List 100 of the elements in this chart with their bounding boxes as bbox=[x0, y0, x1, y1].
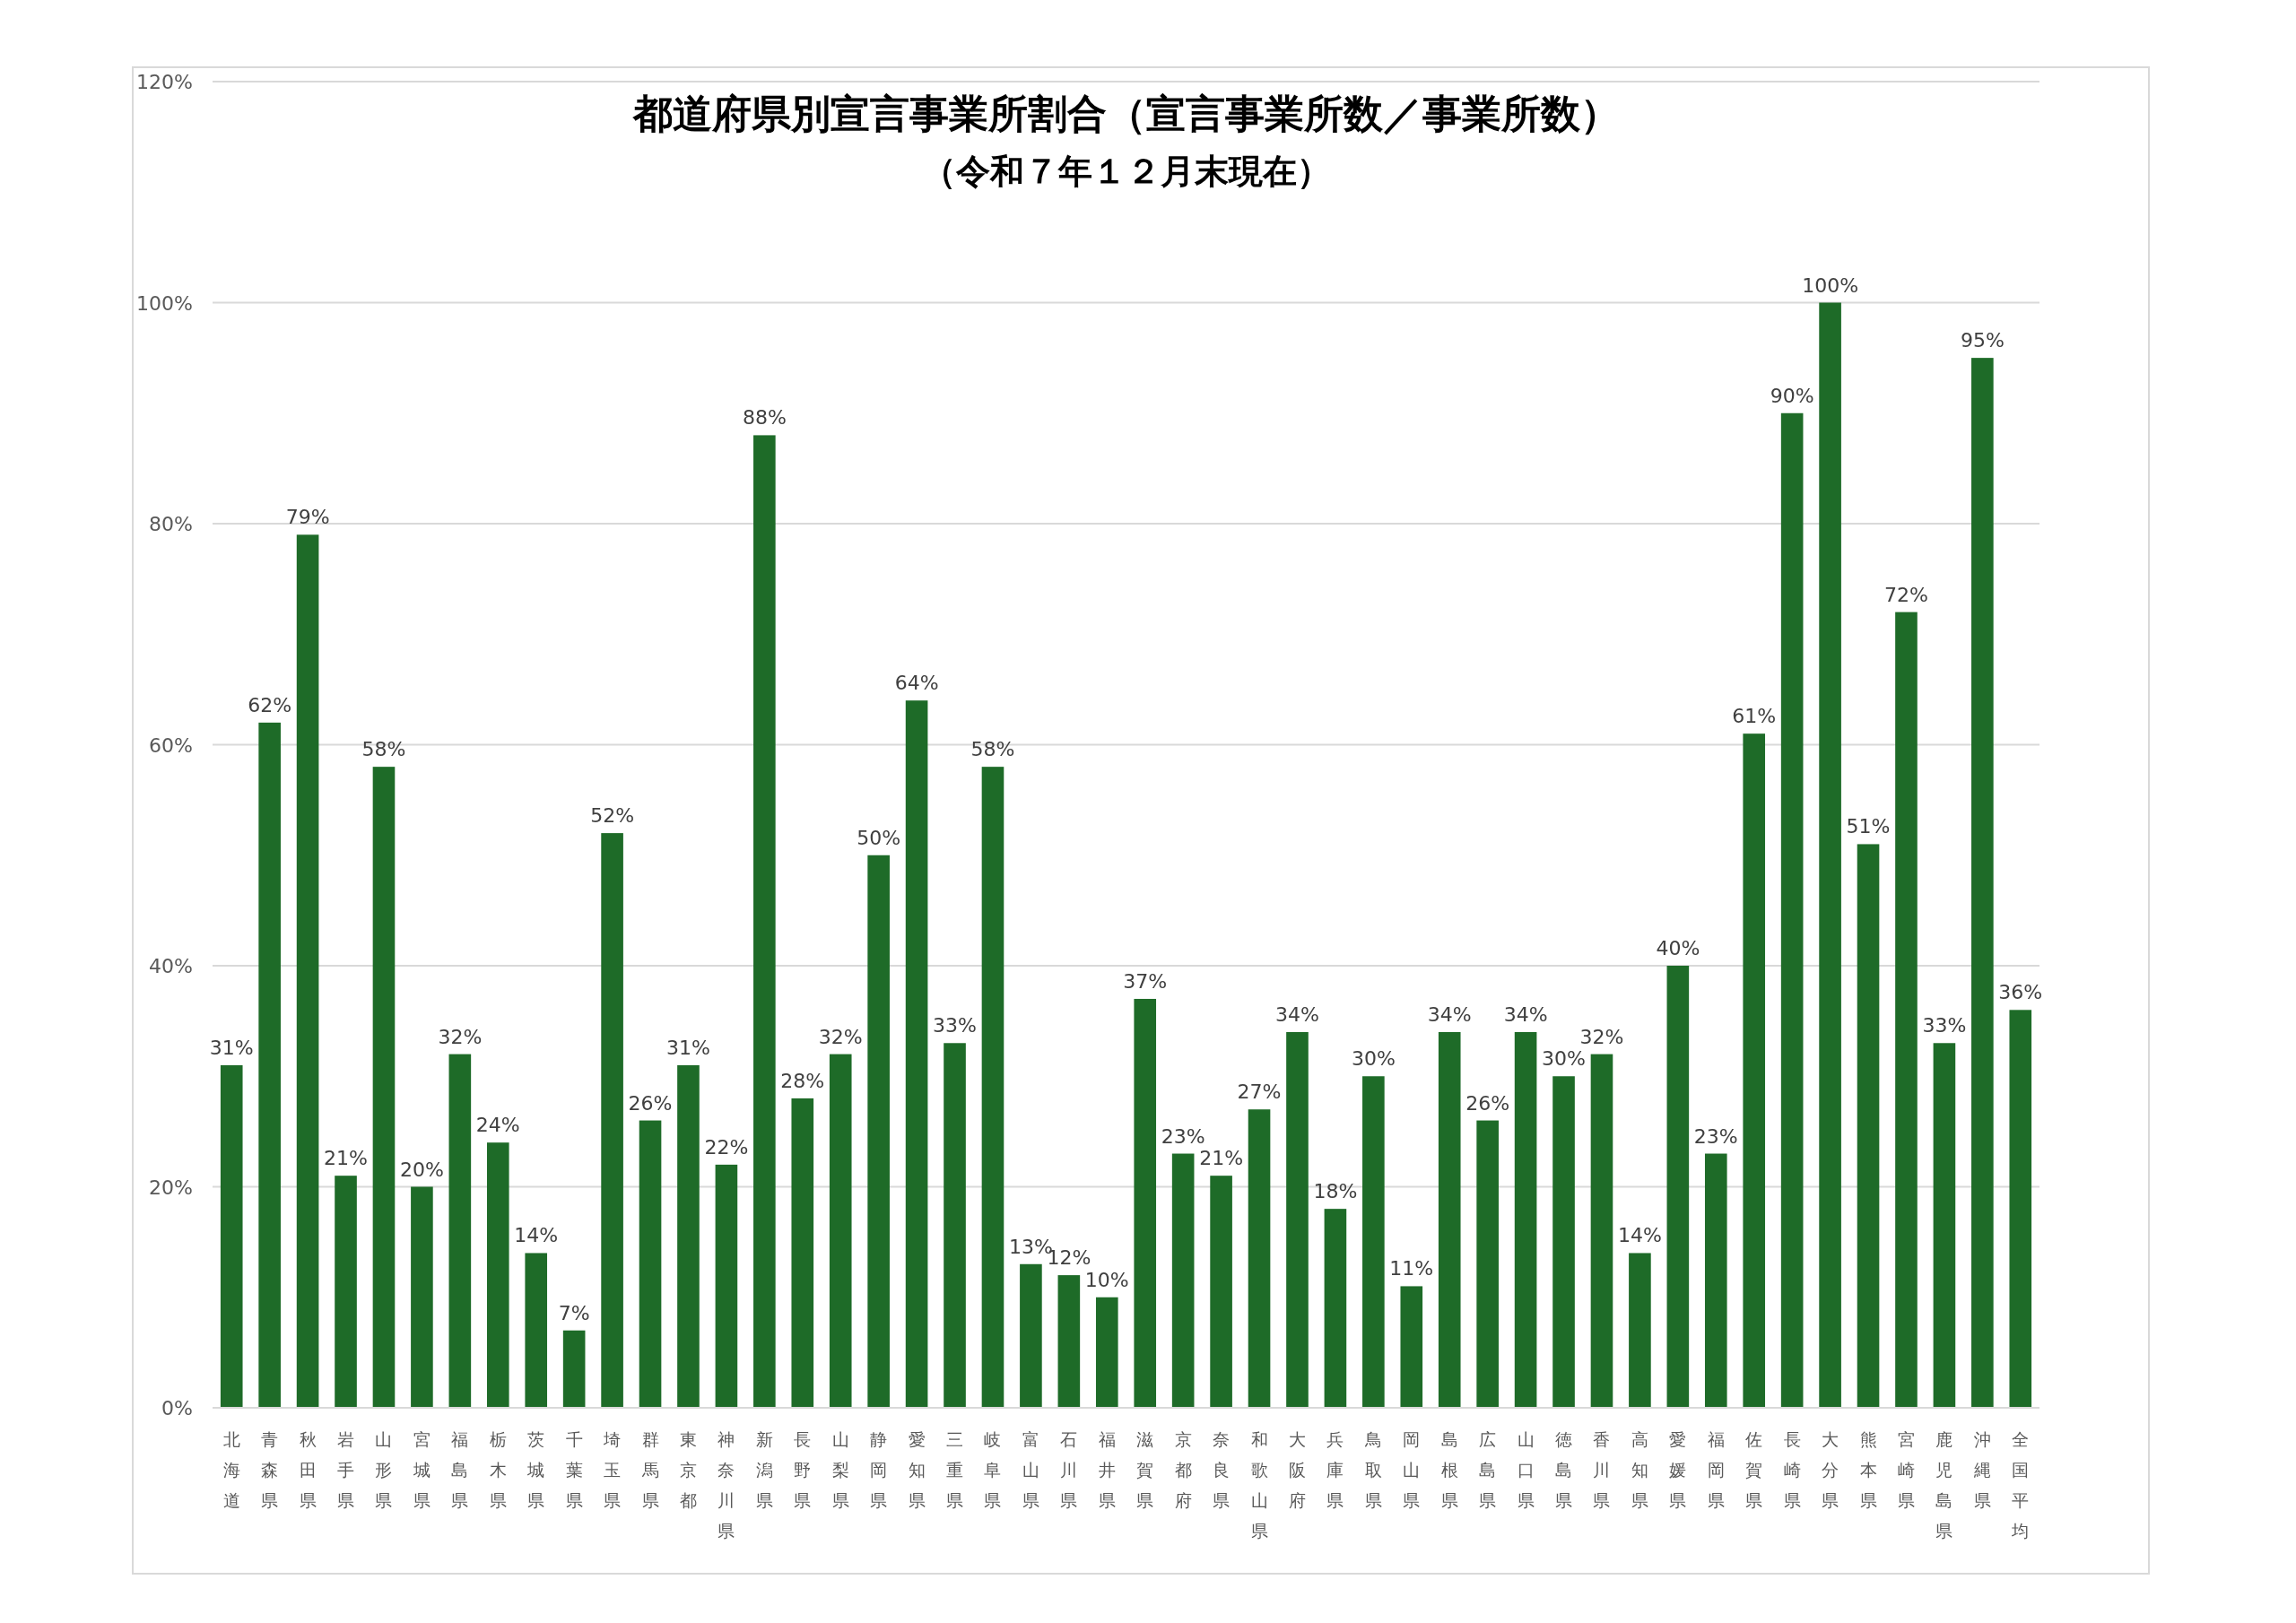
x-tick-label: 長野県 bbox=[794, 1429, 812, 1510]
bar bbox=[981, 767, 1004, 1408]
data-label: 33% bbox=[1922, 1014, 1967, 1037]
bar bbox=[220, 1064, 243, 1409]
bar bbox=[1210, 1176, 1232, 1409]
y-tick-label: 20% bbox=[149, 1176, 193, 1199]
x-tick-label: 静岡県 bbox=[870, 1429, 888, 1510]
data-label: 51% bbox=[1846, 815, 1891, 838]
data-label: 7% bbox=[558, 1301, 590, 1324]
bar bbox=[1171, 1153, 1195, 1409]
data-label: 21% bbox=[324, 1147, 368, 1170]
data-label: 23% bbox=[1161, 1124, 1205, 1148]
bar bbox=[486, 1142, 509, 1408]
y-tick-label: 120% bbox=[136, 71, 193, 93]
y-tick-label: 60% bbox=[149, 733, 193, 757]
bar bbox=[296, 534, 319, 1408]
data-label: 61% bbox=[1732, 705, 1777, 728]
data-label: 32% bbox=[818, 1025, 863, 1048]
chart-title: 都道府県別宣言事業所割合（宣言事業所数／事業所数） bbox=[631, 91, 1620, 136]
bar bbox=[1324, 1209, 1347, 1408]
data-label: 26% bbox=[1465, 1091, 1510, 1115]
data-label: 34% bbox=[1503, 1002, 1548, 1026]
bar bbox=[2009, 1010, 2032, 1408]
x-tick-label: 佐賀県 bbox=[1745, 1429, 1763, 1510]
data-label: 22% bbox=[704, 1135, 749, 1159]
bar bbox=[1476, 1120, 1499, 1408]
x-tick-label: 栃木県 bbox=[489, 1429, 507, 1510]
bar bbox=[1095, 1297, 1118, 1408]
data-label: 72% bbox=[1884, 583, 1928, 606]
data-label: 33% bbox=[933, 1014, 977, 1037]
y-tick-label: 100% bbox=[136, 291, 193, 315]
data-label: 32% bbox=[438, 1025, 483, 1048]
x-tick-label: 兵庫県 bbox=[1326, 1429, 1344, 1510]
text: （令和７年１２月末現在） bbox=[921, 152, 1331, 191]
y-tick-label: 80% bbox=[149, 513, 193, 535]
bar bbox=[1819, 302, 1841, 1408]
bar bbox=[335, 1176, 357, 1409]
data-label: 14% bbox=[514, 1224, 559, 1247]
bar bbox=[715, 1164, 738, 1408]
x-tick-label: 愛知県 bbox=[908, 1429, 926, 1510]
bar bbox=[562, 1330, 586, 1408]
x-tick-label: 青森県 bbox=[261, 1429, 279, 1510]
bar bbox=[1020, 1263, 1042, 1409]
x-tick-label: 滋賀県 bbox=[1136, 1429, 1154, 1510]
x-tick-label: 北海道 bbox=[222, 1429, 240, 1510]
bar bbox=[905, 700, 928, 1408]
x-tick-label: 福岡県 bbox=[1707, 1429, 1725, 1510]
bar bbox=[372, 767, 396, 1408]
x-tick-label: 宮城県 bbox=[412, 1429, 430, 1510]
data-label: 18% bbox=[1313, 1180, 1358, 1203]
data-label: 88% bbox=[742, 406, 787, 430]
bar bbox=[601, 833, 623, 1408]
x-tick-label: 愛媛県 bbox=[1669, 1429, 1687, 1510]
bar bbox=[1857, 844, 1880, 1408]
x-tick-label: 千葉県 bbox=[565, 1429, 583, 1510]
data-label: 58% bbox=[970, 738, 1015, 761]
bar bbox=[1895, 612, 1918, 1408]
x-tick-label: 広島県 bbox=[1479, 1429, 1497, 1510]
bar bbox=[1743, 733, 1766, 1408]
bar bbox=[448, 1054, 472, 1408]
bar bbox=[525, 1253, 548, 1408]
x-tick-label: 熊本県 bbox=[1859, 1429, 1877, 1510]
bar bbox=[1514, 1031, 1537, 1408]
x-tick-label: 埼玉県 bbox=[603, 1429, 622, 1510]
bar bbox=[1704, 1153, 1727, 1409]
data-label: 52% bbox=[590, 804, 635, 828]
data-label: 31% bbox=[666, 1036, 710, 1059]
bar bbox=[1780, 412, 1804, 1408]
data-label: 10% bbox=[1084, 1268, 1129, 1291]
bar bbox=[1134, 998, 1157, 1408]
data-label: 11% bbox=[1389, 1257, 1434, 1280]
x-tick-label: 長崎県 bbox=[1783, 1429, 1801, 1510]
data-label: 27% bbox=[1237, 1081, 1282, 1104]
data-label: 37% bbox=[1123, 969, 1168, 993]
bar bbox=[677, 1064, 700, 1409]
x-tick-label: 山口県 bbox=[1517, 1429, 1535, 1510]
bar bbox=[867, 855, 890, 1408]
bar bbox=[1629, 1253, 1651, 1408]
bar bbox=[1438, 1031, 1461, 1408]
bar bbox=[1552, 1076, 1575, 1408]
data-label: 24% bbox=[475, 1114, 520, 1137]
x-tick-label: 新潟県 bbox=[755, 1429, 773, 1510]
data-label: 31% bbox=[209, 1036, 254, 1059]
x-tick-label: 沖縄県 bbox=[1972, 1429, 1991, 1510]
x-tick-label: 香川県 bbox=[1593, 1429, 1611, 1510]
data-label: 30% bbox=[1542, 1047, 1586, 1071]
x-tick-label: 神奈川県 bbox=[718, 1429, 735, 1541]
x-tick-label: 岐阜県 bbox=[984, 1429, 1002, 1510]
x-tick-label: 山梨県 bbox=[831, 1429, 849, 1510]
x-tick-label: 徳島県 bbox=[1555, 1429, 1573, 1510]
data-label: 62% bbox=[248, 693, 292, 716]
bar bbox=[791, 1098, 814, 1408]
x-tick-label: 奈良県 bbox=[1213, 1429, 1231, 1510]
x-tick-label: 岩手県 bbox=[337, 1429, 355, 1510]
bar bbox=[753, 435, 776, 1408]
bar bbox=[411, 1186, 433, 1408]
x-tick-label: 茨城県 bbox=[526, 1429, 545, 1510]
y-tick-label: 0% bbox=[161, 1397, 193, 1419]
x-tick-label: 大分県 bbox=[1822, 1429, 1839, 1510]
x-tick-label: 石川県 bbox=[1060, 1429, 1078, 1510]
